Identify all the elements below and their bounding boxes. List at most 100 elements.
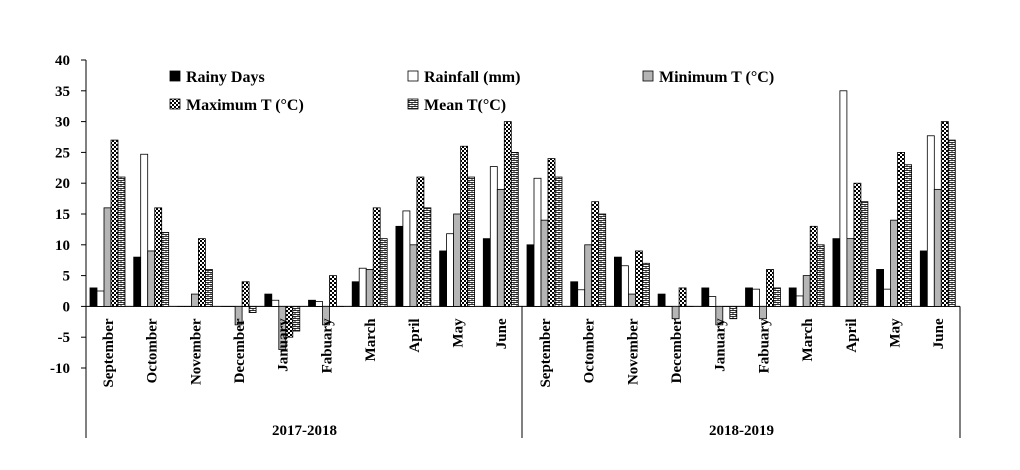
bar-rainfall-mm [796,296,803,306]
bar-mean-t-c [599,214,606,306]
bar-maximum-t-c [198,239,205,307]
bar-rainy-days [134,257,141,306]
bar-mean-t-c [642,263,649,306]
bar-mean-t-c [948,140,955,306]
bar-maximum-t-c [330,276,337,307]
bar-rainy-days [833,239,840,307]
bar-rainy-days [571,282,578,307]
bar-maximum-t-c [242,282,249,307]
bar-maximum-t-c [810,226,817,306]
x-category-label: January [713,318,729,372]
legend-swatch [170,99,180,109]
bar-maximum-t-c [155,208,162,307]
bar-minimum-t-c [934,189,941,306]
y-tick-label: 20 [55,176,70,192]
bar-mean-t-c [730,306,737,318]
bar-rainfall-mm [272,300,279,306]
bar-maximum-t-c [854,183,861,306]
y-tick-label: 15 [55,207,70,223]
bar-minimum-t-c [760,306,767,318]
bar-minimum-t-c [454,214,461,306]
bar-rainfall-mm [359,268,366,306]
bar-rainfall-mm [884,289,891,306]
bar-rainy-days [265,294,272,306]
y-tick-label: -5 [58,330,71,346]
legend-swatch [408,99,418,109]
legend-label: Mean T(°C) [424,97,506,114]
legend-swatch [643,71,653,81]
y-tick-label: 25 [55,145,70,161]
axes-layer [81,60,960,438]
bar-maximum-t-c [548,159,555,307]
x-category-label: May [887,318,903,348]
bar-maximum-t-c [373,208,380,307]
x-category-label: May [450,318,466,348]
bar-mean-t-c [511,152,518,306]
x-category-label: September [538,318,554,387]
legend-label: Rainy Days [186,69,265,86]
bar-minimum-t-c [672,306,679,318]
bar-mean-t-c [555,177,562,306]
bar-minimum-t-c [191,294,198,306]
bar-maximum-t-c [504,122,511,307]
bar-rainfall-mm [621,266,628,307]
legend-label: Rainfall (mm) [424,69,520,86]
x-category-label: April [844,318,860,352]
bar-maximum-t-c [941,122,948,307]
bar-mean-t-c [205,269,212,306]
bar-mean-t-c [817,245,824,307]
bar-rainy-days [352,282,359,307]
x-category-label: November [188,318,204,385]
bar-rainy-days [746,288,753,306]
legend-swatch [408,71,418,81]
bar-minimum-t-c [410,245,417,307]
y-tick-label: -10 [50,361,70,377]
bar-rainfall-mm [578,290,585,307]
bar-mean-t-c [380,239,387,307]
bar-rainfall-mm [534,178,541,306]
x-group-label: 2018-2019 [709,423,774,439]
bar-rainy-days [877,269,884,306]
bar-mean-t-c [293,306,300,331]
bar-rainfall-mm [840,91,847,307]
bar-rainy-days [90,288,97,306]
x-category-label: September [101,318,117,387]
bar-mean-t-c [424,208,431,307]
bar-rainfall-mm [490,167,497,307]
bar-rainfall-mm [403,211,410,306]
bar-rainfall-mm [141,154,148,306]
bar-mean-t-c [861,202,868,307]
bar-maximum-t-c [767,269,774,306]
y-tick-label: 10 [55,238,70,254]
bar-rainy-days [483,239,490,307]
bar-rainfall-mm [97,291,104,306]
x-category-label: November [625,318,641,385]
bar-rainy-days [658,294,665,306]
x-category-label: June [494,318,510,349]
bar-rainy-days [702,288,709,306]
y-tick-label: 30 [55,115,70,131]
bar-maximum-t-c [635,251,642,306]
bar-rainy-days [920,251,927,306]
bar-mean-t-c [468,177,475,306]
bar-rainfall-mm [709,297,716,307]
x-category-label: Fabuary [319,318,335,374]
bar-maximum-t-c [679,288,686,306]
y-tick-label: 5 [63,269,71,285]
bar-rainy-days [396,226,403,306]
bar-mean-t-c [162,232,169,306]
bar-rainy-days [309,300,316,306]
bar-mean-t-c [774,288,781,306]
bar-mean-t-c [905,165,912,307]
bar-maximum-t-c [417,177,424,306]
bar-minimum-t-c [628,294,635,306]
bar-minimum-t-c [104,208,111,307]
legend-swatch [170,71,180,81]
bar-mean-t-c [249,306,256,312]
bar-minimum-t-c [847,239,854,307]
x-category-label: March [800,318,816,362]
bar-minimum-t-c [891,220,898,306]
legend-label: Maximum T (°C) [186,97,304,114]
